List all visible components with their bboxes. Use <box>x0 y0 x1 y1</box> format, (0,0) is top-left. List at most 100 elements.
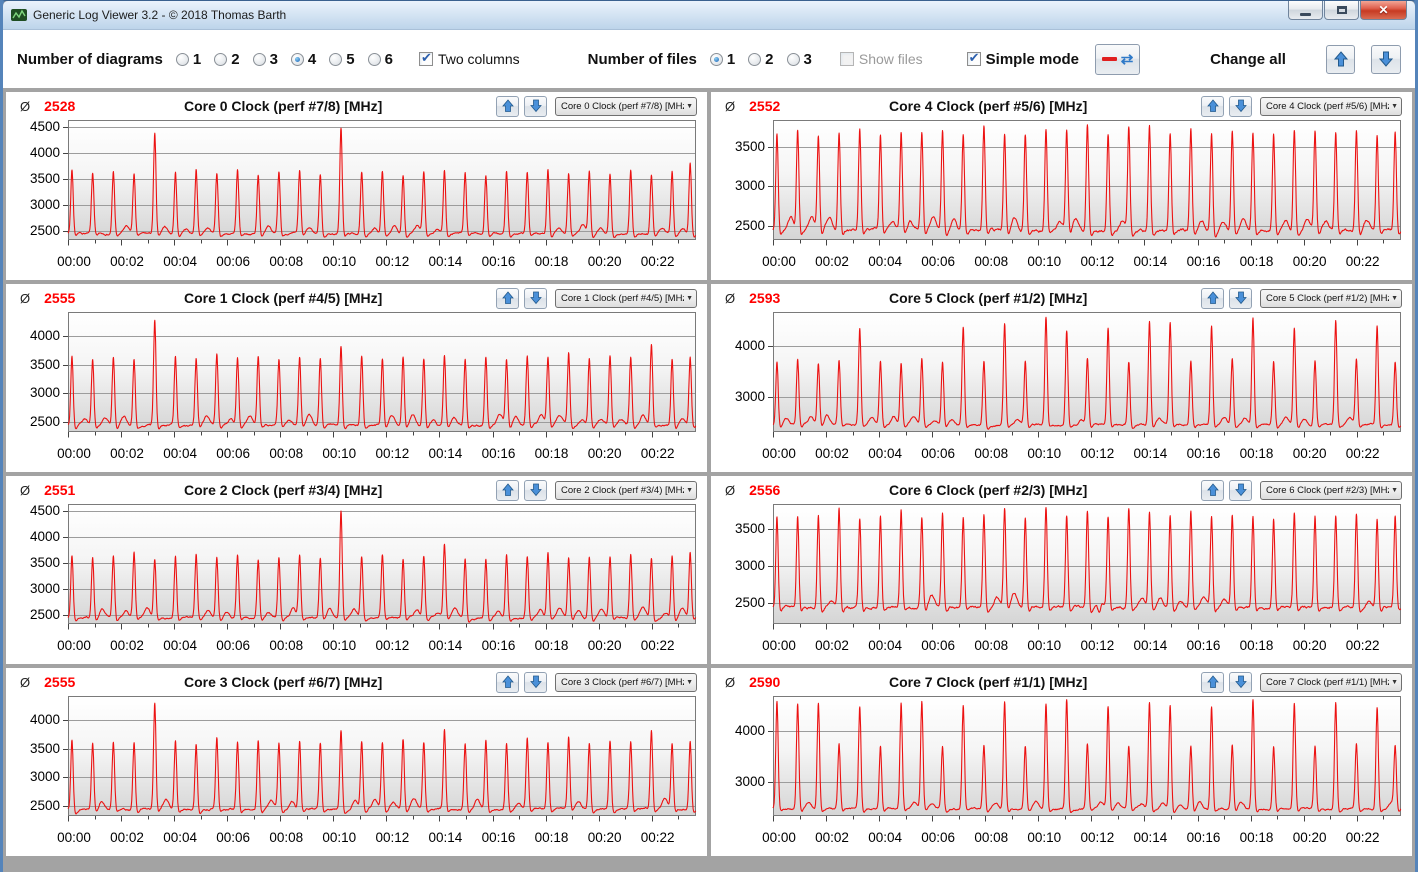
x-tick-label: 00:20 <box>1292 638 1327 653</box>
file-count-option-3[interactable]: 3 <box>786 51 812 68</box>
dropdown-selected-value: Core 7 Clock (perf #1/1) [MHz] <box>1266 676 1390 688</box>
y-tick-label: 4000 <box>734 337 765 353</box>
plot-area[interactable] <box>62 696 698 828</box>
x-tick-label: 00:22 <box>640 830 675 845</box>
diagram-count-option-3[interactable]: 3 <box>252 51 278 68</box>
file-count-option-2[interactable]: 2 <box>748 50 774 68</box>
change-all-up-button[interactable] <box>1325 44 1356 74</box>
plot-area[interactable] <box>767 120 1403 252</box>
move-down-button[interactable] <box>1229 479 1252 501</box>
arrow-down-icon <box>1379 51 1394 67</box>
signal-dropdown[interactable]: Core 6 Clock (perf #2/3) [MHz] ▼ <box>1260 480 1402 500</box>
series-line <box>67 702 697 815</box>
x-tick-label: 00:18 <box>534 446 569 461</box>
file-count-option-1[interactable]: 1 <box>709 51 735 68</box>
x-tick-label: 00:06 <box>921 254 956 269</box>
y-tick-label: 3500 <box>29 170 60 186</box>
x-tick-label: 00:22 <box>640 254 675 269</box>
x-tick-label: 00:14 <box>428 830 463 845</box>
app-icon <box>11 7 27 23</box>
signal-dropdown[interactable]: Core 2 Clock (perf #3/4) [MHz] ▼ <box>555 480 697 500</box>
move-up-button[interactable] <box>496 479 519 501</box>
plot-area[interactable] <box>767 504 1403 636</box>
signal-dropdown[interactable]: Core 7 Clock (perf #1/1) [MHz] ▼ <box>1260 672 1402 692</box>
move-down-button[interactable] <box>524 287 547 309</box>
line-chart <box>63 696 697 822</box>
move-down-button[interactable] <box>1229 671 1252 693</box>
radio-icon <box>252 52 266 66</box>
radio-label: 6 <box>384 50 393 68</box>
x-tick-label: 00:12 <box>375 254 410 269</box>
dropdown-selected-value: Core 0 Clock (perf #7/8) [MHz] <box>561 100 685 112</box>
move-down-button[interactable] <box>1229 95 1252 117</box>
arrow-up-icon <box>1206 99 1219 112</box>
plot-area[interactable] <box>767 312 1403 444</box>
y-axis-labels: 3000 4000 <box>717 312 767 444</box>
window-title: Generic Log Viewer 3.2 - © 2018 Thomas B… <box>33 8 287 22</box>
signal-dropdown[interactable]: Core 1 Clock (perf #4/5) [MHz] ▼ <box>555 288 697 308</box>
close-button[interactable]: ✕ <box>1360 1 1407 20</box>
average-symbol: Ø <box>20 290 31 306</box>
move-up-button[interactable] <box>496 671 519 693</box>
move-up-button[interactable] <box>1201 95 1224 117</box>
x-tick-label: 00:10 <box>322 254 357 269</box>
x-tick-label: 00:00 <box>762 446 796 461</box>
x-tick-label: 00:20 <box>1292 254 1327 269</box>
radio-icon <box>786 52 800 66</box>
plot-area[interactable] <box>767 696 1403 828</box>
change-all-down-button[interactable] <box>1371 44 1402 74</box>
x-tick-label: 00:08 <box>974 638 1009 653</box>
arrow-down-icon <box>529 99 542 113</box>
x-axis-labels: 00:00 00:02 00:04 00:06 00:08 00:10 00:12 00:14… <box>57 444 701 464</box>
chart-title: Core 1 Clock (perf #4/5) [MHz] <box>183 290 383 306</box>
plot-area[interactable] <box>62 312 698 444</box>
signal-dropdown[interactable]: Core 3 Clock (perf #6/7) [MHz] ▼ <box>555 672 697 692</box>
arrow-down-icon <box>1234 675 1247 689</box>
line-style-refresh-button[interactable]: ⇄ <box>1095 43 1141 75</box>
move-down-button[interactable] <box>524 95 547 117</box>
y-axis-labels: 2500 3000 3500 4000 <box>12 312 62 444</box>
diagram-count-option-1[interactable]: 1 <box>175 51 201 68</box>
move-up-button[interactable] <box>1201 287 1224 309</box>
diagram-count-option-4[interactable]: 4 <box>290 51 316 68</box>
y-tick-label: 3500 <box>29 356 60 372</box>
diagram-count-option-2[interactable]: 2 <box>214 51 240 68</box>
move-up-button[interactable] <box>496 287 519 309</box>
average-value: 2556 <box>749 482 781 498</box>
move-up-button[interactable] <box>1201 479 1224 501</box>
signal-dropdown[interactable]: Core 0 Clock (perf #7/8) [MHz] ▼ <box>555 96 697 116</box>
diagram-count-option-5[interactable]: 5 <box>329 51 355 68</box>
chart-body: 2500 3000 3500 4000 4500 <box>12 119 701 252</box>
file-count-radios: 1 2 3 <box>709 50 812 68</box>
chart-panel-header: Ø 2555 Core 1 Clock (perf #4/5) [MHz] Co… <box>12 286 701 310</box>
radio-label: 2 <box>765 50 774 68</box>
chevron-down-icon: ▼ <box>686 486 693 494</box>
plot-area[interactable] <box>62 504 698 636</box>
y-tick-label: 4500 <box>29 503 60 519</box>
simple-mode-checkbox[interactable]: ✔ Simple mode <box>966 50 1079 68</box>
arrow-up-icon <box>501 483 514 496</box>
arrow-up-icon <box>1206 291 1219 304</box>
show-files-checkbox[interactable]: ✔ Show files <box>839 51 923 67</box>
titlebar[interactable]: Generic Log Viewer 3.2 - © 2018 Thomas B… <box>3 1 1415 30</box>
line-chart <box>63 504 697 630</box>
x-tick-label: 00:00 <box>762 638 796 653</box>
move-up-button[interactable] <box>496 95 519 117</box>
maximize-button[interactable] <box>1324 1 1359 20</box>
signal-dropdown[interactable]: Core 5 Clock (perf #1/2) [MHz] ▼ <box>1260 288 1402 308</box>
y-tick-label: 3500 <box>29 740 60 756</box>
x-tick-label: 00:00 <box>57 254 91 269</box>
signal-dropdown[interactable]: Core 4 Clock (perf #5/6) [MHz] ▼ <box>1260 96 1402 116</box>
two-columns-checkbox[interactable]: ✔ Two columns <box>418 50 520 67</box>
move-up-button[interactable] <box>1201 671 1224 693</box>
diagram-count-option-6[interactable]: 6 <box>367 50 393 68</box>
move-down-button[interactable] <box>524 671 547 693</box>
files-label: Number of files <box>587 50 697 68</box>
x-tick-label: 00:22 <box>1345 638 1380 653</box>
chart-panel: Ø 2555 Core 1 Clock (perf #4/5) [MHz] Co… <box>6 284 707 472</box>
move-down-button[interactable] <box>1229 287 1252 309</box>
plot-area[interactable] <box>62 120 698 252</box>
radio-icon <box>748 52 762 66</box>
move-down-button[interactable] <box>524 479 547 501</box>
minimize-button[interactable] <box>1288 1 1323 20</box>
